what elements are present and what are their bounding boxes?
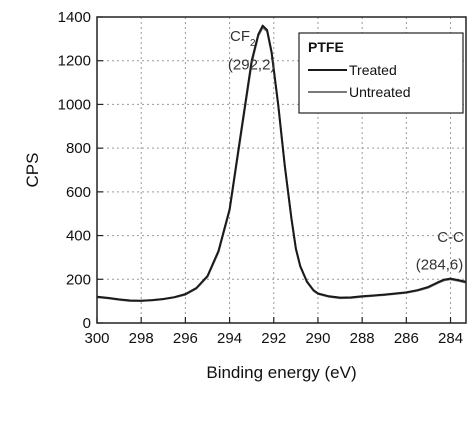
y-tick-label: 1200 xyxy=(58,53,91,70)
annotation-cc-label: C-C xyxy=(437,229,464,246)
annotation-cf2-label: CF2 xyxy=(230,28,256,49)
y-tick-label: 200 xyxy=(66,271,91,288)
x-tick-label: 298 xyxy=(129,330,154,347)
legend-label-treated: Treated xyxy=(349,62,397,78)
x-tick-label: 284 xyxy=(438,330,463,347)
x-tick-label: 300 xyxy=(84,330,109,347)
y-axis-label: CPS xyxy=(23,153,42,188)
annotation-cf2-value: (292,2) xyxy=(228,56,276,73)
annotations: CF2 (292,2) C-C (284,6) xyxy=(228,28,464,273)
x-axis-ticks: 300 298 296 294 292 290 288 286 284 xyxy=(84,317,463,347)
x-axis-label: Binding energy (eV) xyxy=(206,363,356,382)
y-tick-label: 800 xyxy=(66,140,91,157)
x-tick-label: 288 xyxy=(350,330,375,347)
y-tick-label: 600 xyxy=(66,184,91,201)
legend: PTFE Treated Untreated xyxy=(298,32,464,114)
y-tick-label: 1400 xyxy=(58,9,91,26)
y-tick-label: 400 xyxy=(66,228,91,245)
x-tick-label: 292 xyxy=(261,330,286,347)
legend-entries: Treated Untreated xyxy=(308,62,410,100)
x-tick-label: 296 xyxy=(173,330,198,347)
annotation-cc-value: (284,6) xyxy=(416,256,464,273)
legend-box xyxy=(298,32,464,114)
legend-label-untreated: Untreated xyxy=(349,84,410,100)
series-layer xyxy=(96,24,467,302)
x-tick-label: 290 xyxy=(305,330,330,347)
x-tick-label: 286 xyxy=(394,330,419,347)
y-tick-label: 1000 xyxy=(58,96,91,113)
legend-title: PTFE xyxy=(308,39,344,55)
x-tick-label: 294 xyxy=(217,330,242,347)
plot-frame xyxy=(96,16,467,324)
series-line-treated xyxy=(96,24,467,302)
y-tick-label: 0 xyxy=(83,315,91,332)
y-axis-ticks: 0 200 400 600 800 1000 1200 1400 xyxy=(58,9,103,332)
